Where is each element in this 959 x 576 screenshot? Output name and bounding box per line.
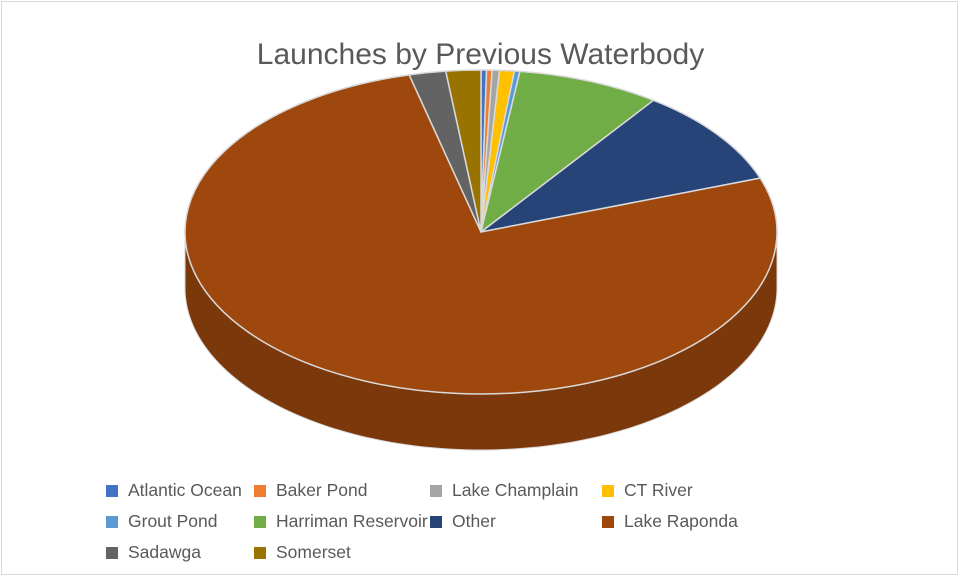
legend-swatch	[602, 484, 614, 497]
legend-label: Other	[452, 511, 496, 531]
legend-label: Atlantic Ocean	[128, 480, 242, 500]
legend-label: Sadawga	[128, 542, 201, 562]
legend-item-ct-river: CT River	[602, 480, 693, 501]
pie-slice-other	[480, 99, 761, 233]
legend-label: Somerset	[276, 542, 351, 562]
legend-swatch	[602, 515, 614, 528]
legend-swatch	[254, 515, 266, 528]
pie-slice-somerset	[445, 69, 482, 233]
legend-item-lake-raponda: Lake Raponda	[602, 511, 738, 532]
legend-item-baker-pond: Baker Pond	[254, 480, 367, 501]
legend-swatch	[254, 484, 266, 497]
legend-item-atlantic-ocean: Atlantic Ocean	[106, 480, 242, 501]
legend-item-sadawga: Sadawga	[106, 542, 201, 563]
legend-item-harriman-reservoir: Harriman Reservoir	[254, 511, 428, 532]
legend-label: Harriman Reservoir	[276, 511, 428, 531]
legend-item-lake-champlain: Lake Champlain	[430, 480, 578, 501]
legend-label: Grout Pond	[128, 511, 218, 531]
legend-swatch	[254, 546, 266, 559]
legend-item-somerset: Somerset	[254, 542, 351, 563]
legend-swatch	[106, 515, 118, 528]
chart-title: Launches by Previous Waterbody	[256, 38, 705, 71]
legend-swatch	[430, 515, 442, 528]
legend-label: Baker Pond	[276, 480, 368, 500]
legend-swatch	[106, 546, 118, 559]
pie-slice-lake-raponda	[184, 74, 778, 395]
pie-slice-harriman-reservoir	[480, 70, 655, 233]
legend-label: Lake Raponda	[624, 511, 738, 531]
legend-item-grout-pond: Grout Pond	[106, 511, 218, 532]
legend-label: CT River	[624, 480, 693, 500]
legend-label: Lake Champlain	[452, 480, 579, 500]
legend-swatch	[430, 484, 442, 497]
legend-item-other: Other	[430, 511, 496, 532]
legend-swatch	[106, 484, 118, 497]
